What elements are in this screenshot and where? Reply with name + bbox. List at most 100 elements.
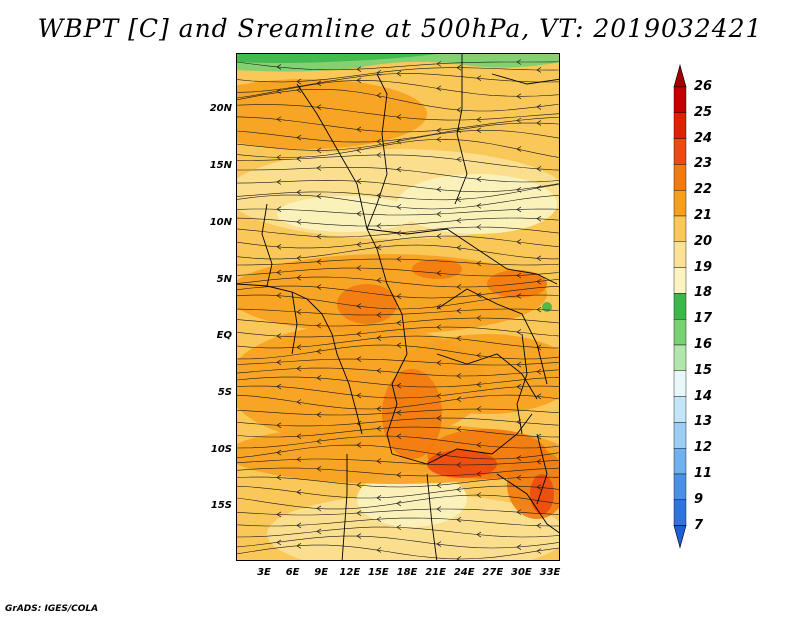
streamline-arrow xyxy=(456,396,462,402)
colorbar-segment xyxy=(673,370,687,397)
streamline-arrow xyxy=(476,381,482,388)
streamline xyxy=(237,467,559,477)
colorbar-segment xyxy=(673,319,687,346)
colorbar-label: 26 xyxy=(694,79,713,94)
streamline-arrow xyxy=(516,455,522,461)
border-line xyxy=(366,228,558,285)
border-line xyxy=(516,333,528,435)
streamline-arrow xyxy=(356,66,362,73)
streamline-arrow xyxy=(456,107,462,113)
streamline xyxy=(237,235,559,249)
streamline-arrow xyxy=(376,425,382,432)
streamline-arrow xyxy=(456,426,462,432)
border-line xyxy=(261,203,273,287)
streamline-arrow xyxy=(376,516,382,523)
streamline xyxy=(237,80,559,99)
streamline-arrow xyxy=(316,465,322,472)
map-panel xyxy=(236,53,560,561)
streamline-arrow xyxy=(356,77,362,84)
lat-label: 5N xyxy=(216,274,232,285)
streamline-arrow xyxy=(476,176,482,182)
streamline-arrow xyxy=(296,433,302,440)
streamline-arrow xyxy=(316,80,322,87)
streamline-arrow xyxy=(376,458,382,464)
streamline-arrow xyxy=(396,320,402,326)
lat-label: 10S xyxy=(210,444,232,455)
streamline-arrow xyxy=(476,116,482,123)
streamline-arrow xyxy=(276,359,282,366)
lat-label: EQ xyxy=(216,330,232,341)
streamline-arrow xyxy=(276,206,282,213)
streamline-arrow xyxy=(476,406,482,412)
streamline-arrow xyxy=(376,406,382,412)
border-line xyxy=(496,473,559,534)
streamline-arrow xyxy=(456,462,462,468)
colorbar-segment xyxy=(673,164,687,191)
streamline-arrow xyxy=(296,309,302,315)
streamline-arrow xyxy=(356,331,362,337)
lon-label: 9E xyxy=(314,567,329,578)
colorbar-label: 13 xyxy=(694,414,713,430)
streamline-arrow xyxy=(536,522,542,529)
streamline-arrow xyxy=(276,269,282,276)
streamline-arrow xyxy=(376,312,382,318)
streamline-arrow xyxy=(356,303,362,309)
streamline-arrow xyxy=(436,211,442,217)
colorbar-label: 11 xyxy=(694,466,713,481)
lon-label: 33E xyxy=(539,567,561,578)
streamline-arrow xyxy=(276,88,282,94)
streamline-arrow xyxy=(376,223,382,229)
streamline-arrow xyxy=(356,533,362,539)
streamline-arrow xyxy=(316,528,322,535)
streamline-arrow xyxy=(296,365,302,372)
streamline-arrow xyxy=(516,146,522,152)
border-line xyxy=(291,291,298,355)
streamline xyxy=(237,344,559,360)
streamline xyxy=(237,217,559,227)
streamline-arrow xyxy=(476,203,482,209)
streamline-arrow xyxy=(356,147,362,154)
streamline xyxy=(237,180,559,193)
streamline-arrow xyxy=(516,361,522,368)
streamline-arrow xyxy=(456,284,462,290)
streamline-arrow xyxy=(516,474,522,481)
streamline-arrow xyxy=(316,411,322,418)
streamline-arrow xyxy=(516,329,522,335)
colorbar-label: 17 xyxy=(694,311,713,327)
field-region xyxy=(530,474,554,514)
streamline-arrow xyxy=(376,244,382,251)
colorbar-bottom-arrow xyxy=(673,525,687,549)
streamline-arrow xyxy=(396,230,402,237)
border-line xyxy=(436,288,548,385)
streamline-arrow xyxy=(276,422,282,429)
streamline xyxy=(237,444,559,460)
border-line xyxy=(454,54,468,205)
colorbar-segment xyxy=(673,86,687,113)
streamline-arrow xyxy=(376,547,382,553)
streamline xyxy=(237,122,559,143)
streamline-arrow xyxy=(536,548,542,554)
streamline-arrow xyxy=(436,360,442,366)
lat-label: 10N xyxy=(209,217,232,228)
streamline-arrow xyxy=(356,392,362,399)
colorbar-label: 23 xyxy=(694,156,713,172)
colorbar-segment xyxy=(673,422,687,449)
colorbar-label: 12 xyxy=(694,440,713,456)
streamline-arrow xyxy=(396,293,402,300)
streamline-arrow xyxy=(296,156,302,162)
streamline-arrow xyxy=(396,342,402,349)
streamline-arrow xyxy=(436,451,442,458)
streamline-arrow xyxy=(476,260,482,267)
streamline-arrow xyxy=(536,67,542,73)
streamline-arrow xyxy=(536,458,542,465)
colorbar-label: 24 xyxy=(694,130,713,146)
streamline-arrow xyxy=(536,393,542,400)
streamline-arrow xyxy=(396,114,402,120)
border-line xyxy=(391,413,533,465)
streamline xyxy=(237,104,559,121)
streamline-arrow xyxy=(476,315,482,321)
lon-label: 3E xyxy=(257,567,271,578)
streamline xyxy=(237,376,559,388)
streamline-arrow xyxy=(476,442,482,448)
streamline-arrow xyxy=(296,543,302,549)
